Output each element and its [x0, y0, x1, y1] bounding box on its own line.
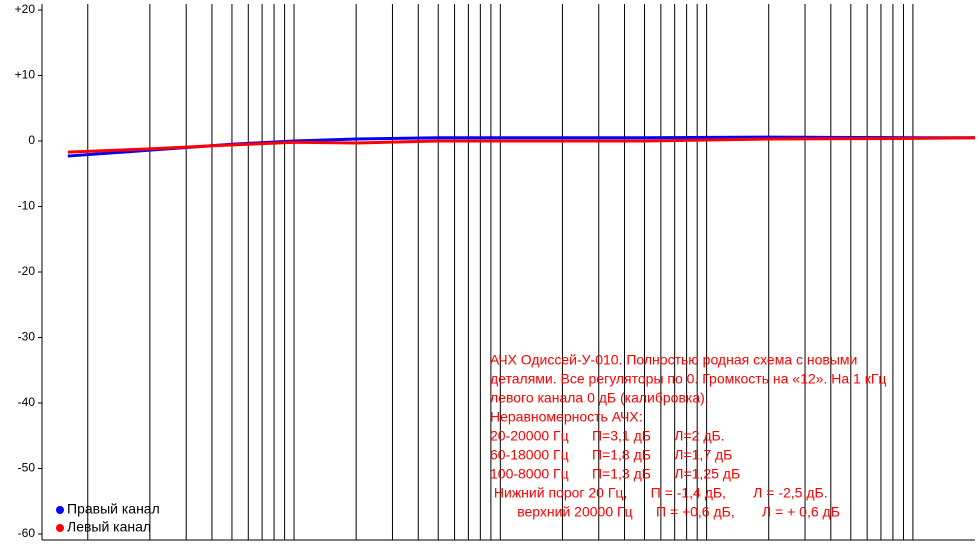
annotation-line: верхний 20000 Гц П = +0,6 дБ, Л = + 0,6 …	[490, 504, 840, 520]
y-tick-label: +20	[15, 2, 36, 16]
annotation-line: деталями. Все регуляторы по 0. Громкость…	[490, 371, 886, 387]
annotation-line: Неравномерность АЧХ:	[490, 409, 643, 425]
y-tick-label: -20	[18, 264, 36, 278]
annotation-line: 100-8000 Гц П=1,3 дБ Л=1,25 дБ	[490, 466, 740, 482]
annotation-line: левого канала 0 дБ (калибровка).	[490, 390, 709, 406]
y-tick-label: -40	[18, 395, 36, 409]
y-tick-label: -30	[18, 330, 36, 344]
annotation-line: Нижний порог 20 Гц, П = -1,4 дБ, Л = -2,…	[490, 485, 828, 501]
y-tick-label: +10	[15, 68, 36, 82]
y-tick-label: -50	[18, 461, 36, 475]
legend-marker	[56, 506, 64, 514]
legend-label: Левый канал	[67, 519, 151, 535]
annotation-line: 60-18000 Гц П=1,8 дБ Л=1,7 дБ	[490, 447, 732, 463]
y-tick-label: -10	[18, 199, 36, 213]
y-tick-label: -60	[18, 526, 36, 540]
legend-marker	[56, 524, 64, 532]
annotation-line: 20-20000 Гц П=3,1 дБ Л=2 дБ.	[490, 428, 725, 444]
legend-label: Правый канал	[67, 501, 160, 517]
series-line	[67, 136, 976, 154]
y-tick-label: 0	[28, 133, 35, 147]
annotation-line: АЧХ Одиссей-У-010. Полностью родная схем…	[490, 352, 857, 368]
